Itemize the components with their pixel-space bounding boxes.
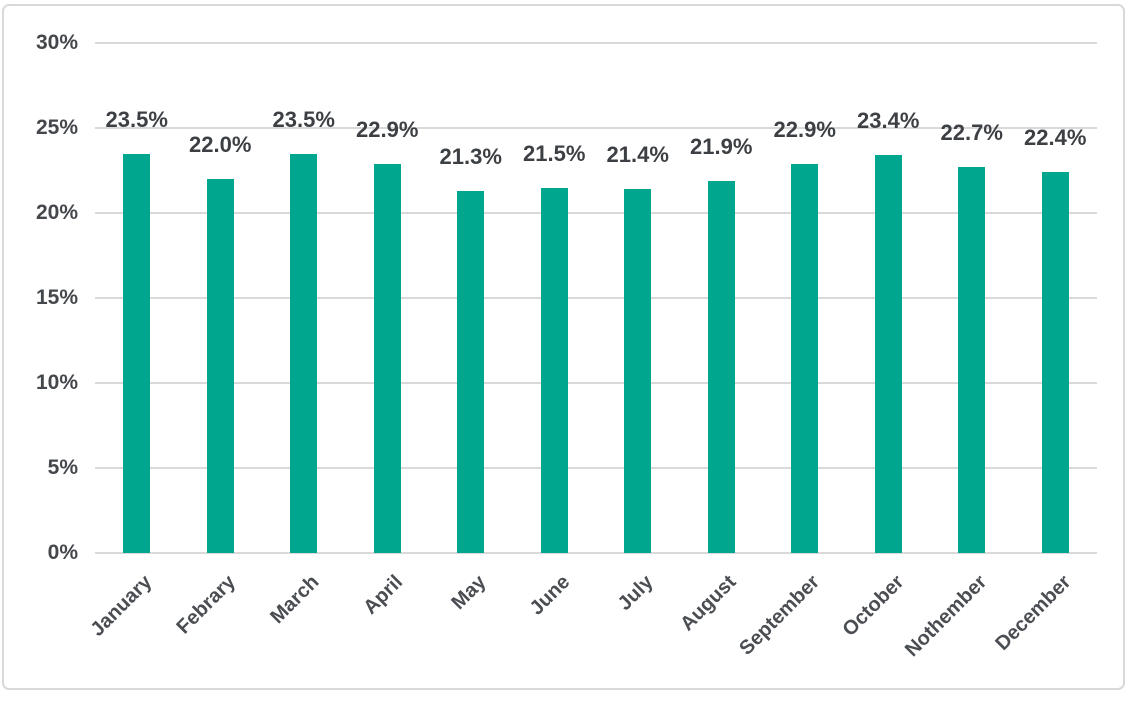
- bar-value-label: 23.4%: [857, 108, 920, 134]
- y-axis-tick-label: 10%: [35, 371, 78, 394]
- bar-june: [540, 187, 568, 553]
- gridline-10%: [95, 382, 1097, 384]
- bar-january: [123, 153, 151, 553]
- gridline-25%: [95, 127, 1097, 129]
- bar-febrary: [206, 179, 234, 553]
- gridline-15%: [95, 297, 1097, 299]
- bar-nothember: [958, 167, 986, 553]
- bar-value-label: 22.7%: [940, 120, 1003, 146]
- y-axis-tick-label: 15%: [35, 286, 78, 309]
- bar-value-label: 22.9%: [356, 116, 419, 142]
- y-axis-tick-label: 30%: [35, 31, 78, 54]
- bar-value-label: 21.3%: [439, 143, 502, 169]
- bar-value-label: 23.5%: [272, 106, 335, 132]
- bar-august: [707, 180, 735, 553]
- bar-value-label: 22.4%: [1024, 125, 1087, 151]
- gridline-30%: [95, 42, 1097, 44]
- bar-december: [1041, 172, 1069, 553]
- bar-value-label: 21.4%: [606, 142, 669, 168]
- bar-march: [290, 153, 318, 553]
- bar-value-label: 22.0%: [189, 132, 252, 157]
- bar-value-label: 23.5%: [105, 106, 168, 132]
- bar-value-label: 21.9%: [690, 133, 753, 159]
- bar-october: [874, 155, 902, 553]
- gridline-20%: [95, 212, 1097, 214]
- gridline-0%: [95, 552, 1097, 554]
- bar-value-label: 21.5%: [523, 140, 586, 166]
- bar-value-label: 22.9%: [773, 116, 836, 142]
- y-axis-tick-label: 20%: [35, 201, 78, 224]
- y-axis-tick-label: 25%: [35, 116, 78, 139]
- y-axis-tick-label: 0%: [47, 541, 78, 564]
- gridline-5%: [95, 467, 1097, 469]
- bar-september: [791, 163, 819, 553]
- y-axis-tick-label: 5%: [47, 456, 78, 479]
- bar-may: [457, 190, 485, 553]
- bar-april: [373, 163, 401, 553]
- bar-july: [624, 189, 652, 553]
